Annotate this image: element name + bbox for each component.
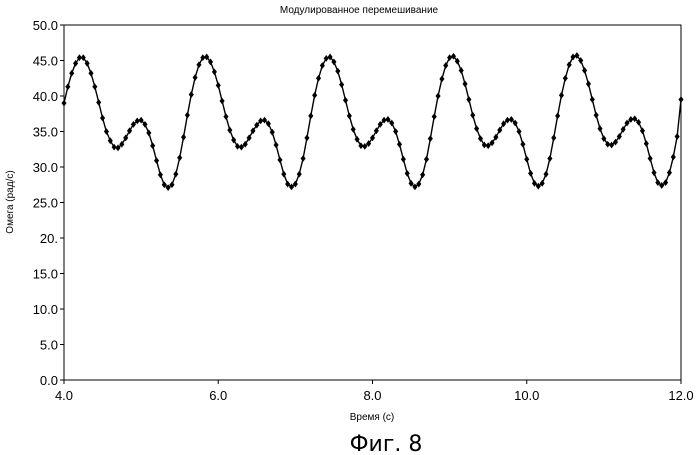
x-tick-label: 12.0 — [668, 388, 693, 403]
y-axis: 0.0 5.0 10.0 15.0 20. 25.0 30.0 35.0 40.0 45.0 50.… — [33, 18, 64, 388]
plot-area — [64, 25, 681, 380]
y-tick-label: 20. — [40, 231, 58, 246]
y-tick-label: 50.0 — [33, 18, 58, 33]
x-axis-label: Время (с) — [350, 412, 395, 423]
x-tick-label: 8.0 — [363, 388, 381, 403]
y-tick-label: 15.0 — [33, 267, 58, 282]
chart-title: Модулированное перемешивание — [280, 5, 439, 16]
y-tick-label: 45.0 — [33, 54, 58, 69]
x-tick-label: 6.0 — [209, 388, 227, 403]
y-tick-label: 35.0 — [33, 125, 58, 140]
x-tick-label: 4.0 — [55, 388, 73, 403]
y-tick-label: 25.0 — [33, 196, 58, 211]
y-tick-label: 5.0 — [40, 338, 58, 353]
x-axis: 4.0 6.0 8.0 10.0 12.0 — [55, 380, 694, 403]
y-tick-label: 0.0 — [40, 373, 58, 388]
figure-caption: Фиг. 8 — [350, 432, 423, 455]
x-tick-label: 10.0 — [514, 388, 539, 403]
y-tick-label: 10.0 — [33, 302, 58, 317]
y-tick-label: 30.0 — [33, 160, 58, 175]
y-axis-label: Омега (рад/с) — [5, 170, 16, 233]
y-tick-label: 40.0 — [33, 89, 58, 104]
